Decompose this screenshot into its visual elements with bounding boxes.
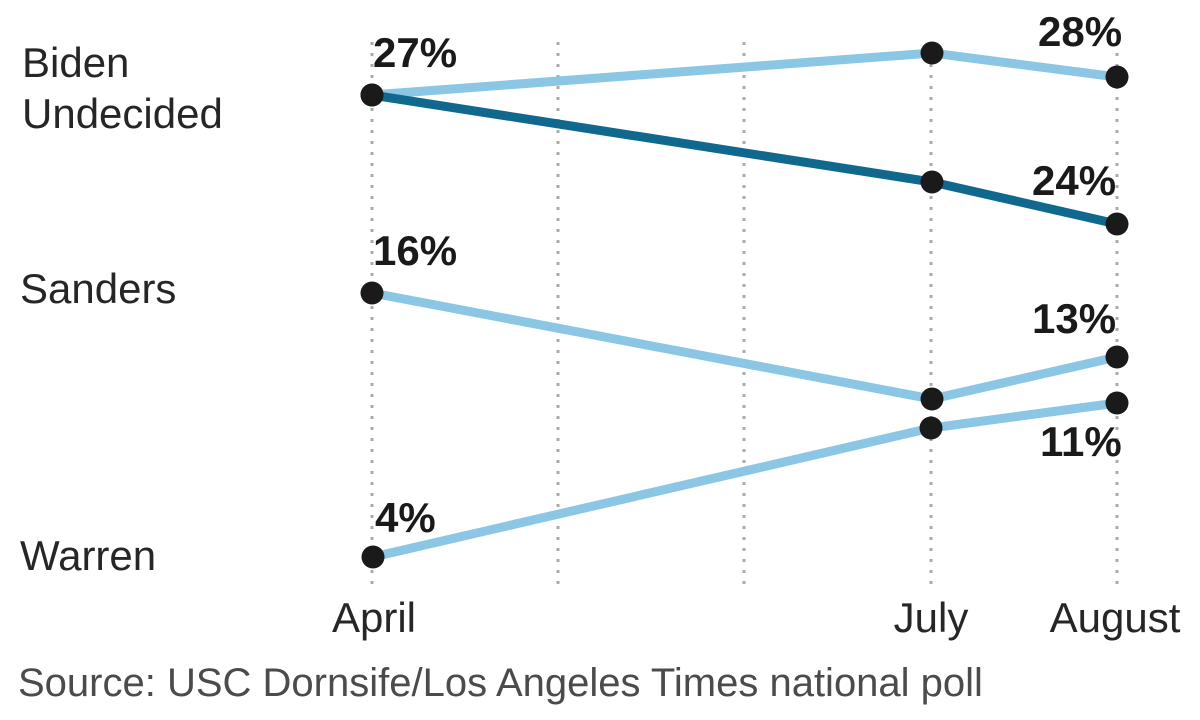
series-line-warren (371, 398, 1118, 562)
value-label-13: 13% (1032, 295, 1117, 342)
x-axis-label-july: July (893, 594, 969, 641)
value-label-16: 16% (373, 227, 458, 274)
series-label-warren: Warren (20, 532, 157, 579)
x-axis-label-april: April (331, 594, 417, 641)
data-point-warren-april (361, 545, 385, 569)
series-label-biden: Biden (22, 39, 130, 86)
data-point-undecided-july (920, 170, 944, 194)
data-point-warren-july (919, 416, 943, 440)
series-label-undecided: Undecided (22, 90, 223, 137)
series-label-sanders: Sanders (20, 265, 177, 312)
data-point-biden-august (1105, 65, 1129, 89)
value-label-27: 27% (373, 29, 458, 76)
value-label-11: 11% (1040, 418, 1122, 465)
data-point-undecided-april (360, 83, 384, 107)
data-point-biden-july (920, 41, 944, 65)
data-point-sanders-july (920, 387, 944, 411)
series-line-undecided (371, 90, 1118, 229)
x-axis-label-august: August (1049, 594, 1181, 641)
value-label-4: 4% (375, 494, 436, 541)
source-note: Source: USC Dornsife/Los Angeles Times n… (18, 661, 983, 705)
value-label-24: 24% (1032, 157, 1117, 204)
data-point-undecided-august (1105, 212, 1129, 236)
data-point-sanders-april (360, 281, 384, 305)
data-point-warren-august (1105, 391, 1129, 415)
value-label-28: 28% (1038, 8, 1123, 55)
data-point-sanders-august (1105, 345, 1129, 369)
